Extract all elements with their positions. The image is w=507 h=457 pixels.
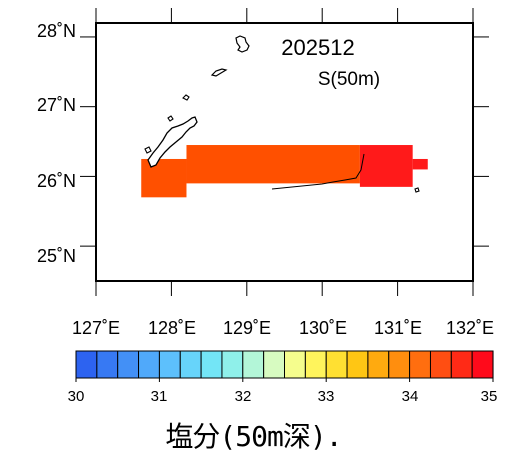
colorbar-cell-6 — [200, 350, 223, 379]
island-small-west — [167, 115, 174, 122]
okinawa-main-island — [147, 116, 198, 168]
lat-label-25n: 25˚N — [37, 246, 76, 266]
lon-label-128e: 128˚E — [148, 318, 196, 338]
colorbar-cell-13 — [346, 350, 369, 379]
land-layer — [144, 35, 420, 193]
map-title: 202512 — [281, 35, 354, 60]
colorbar-label-32: 32 — [235, 388, 252, 405]
colorbar-cell-10 — [284, 350, 306, 379]
colorbar-cell-8 — [242, 350, 265, 379]
colorbar-cell-3 — [138, 350, 160, 379]
lat-label-27n: 27˚N — [37, 95, 76, 115]
colorbar-cell-12 — [325, 350, 348, 379]
salinity-field-east-core — [359, 145, 413, 187]
colorbar-label-33: 33 — [318, 388, 335, 405]
map-ticks — [80, 8, 489, 296]
lon-label-129e: 129˚E — [223, 318, 271, 338]
salinity-field-west-block — [141, 158, 187, 198]
colorbar-cell-19 — [471, 350, 494, 379]
salinity-field — [141, 145, 428, 198]
colorbar-cell-15 — [388, 350, 411, 379]
colorbar-cell-5 — [179, 350, 202, 379]
longitude-labels: 127˚E 128˚E 129˚E 130˚E 131˚E 132˚E — [72, 318, 494, 338]
colorbar-cells — [75, 350, 494, 379]
colorbar-cell-4 — [158, 350, 181, 379]
map-frame — [95, 22, 474, 282]
colorbar-cell-9 — [263, 350, 286, 379]
colorbar-label-34: 34 — [402, 388, 419, 405]
colorbar-ticks — [75, 378, 494, 382]
island-amami-like — [210, 68, 228, 77]
daito-islet — [414, 187, 420, 193]
island-small-north — [182, 94, 190, 101]
salinity-field-central-band — [186, 145, 360, 184]
colorbar-cell-11 — [304, 350, 327, 379]
island-yakushima-like — [235, 35, 250, 53]
map-subtitle: S(50m) — [318, 69, 380, 90]
lon-label-130e: 130˚E — [299, 318, 347, 338]
colorbar-cell-1 — [96, 350, 119, 379]
colorbar-label-30: 30 — [68, 388, 85, 405]
lon-label-127e: 127˚E — [72, 318, 120, 338]
okinawa-small-island — [144, 146, 152, 154]
map-panel — [80, 8, 489, 296]
latitude-labels: 28˚N 27˚N 26˚N 25˚N — [37, 21, 76, 266]
colorbar-frame — [75, 350, 494, 379]
colorbar-cell-14 — [367, 350, 390, 379]
lat-label-26n: 26˚N — [37, 171, 76, 191]
colorbar-cell-7 — [221, 350, 244, 379]
colorbar-label-35: 35 — [481, 388, 498, 405]
lat-label-28n: 28˚N — [37, 21, 76, 41]
title-group: 202512 S(50m) — [281, 35, 380, 90]
colorbar-cell-2 — [117, 350, 140, 379]
colorbar-label-31: 31 — [151, 388, 168, 405]
colorbar-cell-16 — [409, 350, 432, 379]
lon-label-132e: 132˚E — [446, 318, 494, 338]
colorbar-cell-18 — [450, 350, 473, 379]
colorbar-cell-17 — [429, 350, 452, 379]
salinity-field-east-tail — [412, 158, 428, 170]
lon-label-131e: 131˚E — [374, 318, 422, 338]
colorbar: 30 31 32 33 34 35 — [68, 350, 498, 405]
colorbar-cell-0 — [75, 350, 98, 379]
field-contour-line — [271, 153, 365, 190]
page-caption: 塩分(50m深). — [165, 420, 342, 453]
